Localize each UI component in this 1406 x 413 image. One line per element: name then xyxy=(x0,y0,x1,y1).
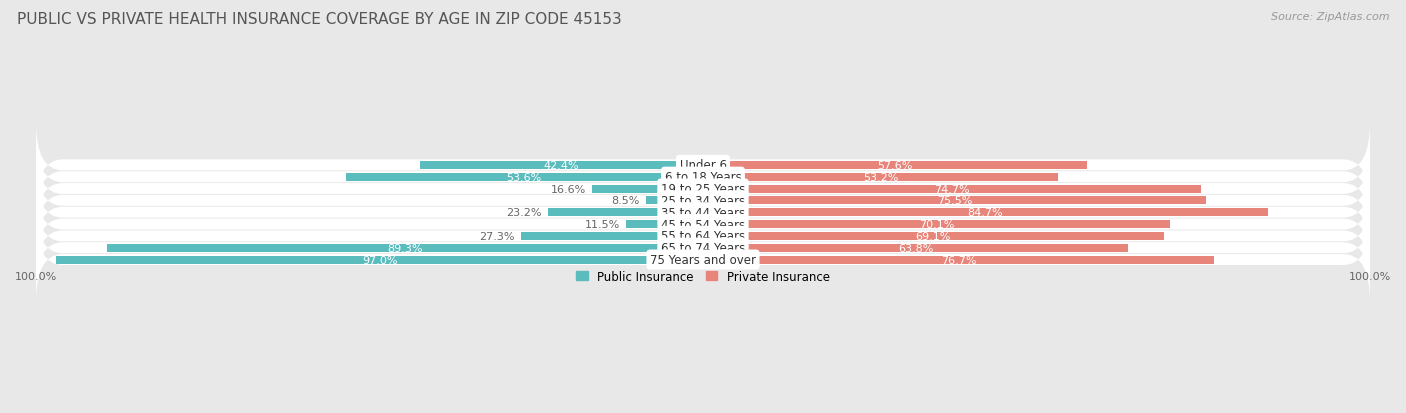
Bar xyxy=(703,221,1170,228)
Text: 23.2%: 23.2% xyxy=(506,208,541,218)
Text: 53.2%: 53.2% xyxy=(863,172,898,182)
Bar xyxy=(592,185,703,193)
Bar xyxy=(703,173,1057,181)
Text: Source: ZipAtlas.com: Source: ZipAtlas.com xyxy=(1271,12,1389,22)
Bar xyxy=(647,197,703,205)
Text: 6 to 18 Years: 6 to 18 Years xyxy=(665,171,741,184)
FancyBboxPatch shape xyxy=(37,147,1369,231)
Bar xyxy=(56,256,703,264)
Text: 16.6%: 16.6% xyxy=(550,184,586,194)
Bar xyxy=(703,244,1129,252)
Bar xyxy=(107,244,703,252)
Text: 63.8%: 63.8% xyxy=(898,243,934,253)
Text: 69.1%: 69.1% xyxy=(915,231,950,241)
FancyBboxPatch shape xyxy=(37,135,1369,219)
Bar xyxy=(703,185,1201,193)
Bar xyxy=(703,232,1164,240)
Text: 65 to 74 Years: 65 to 74 Years xyxy=(661,242,745,254)
Bar xyxy=(346,173,703,181)
Text: PUBLIC VS PRIVATE HEALTH INSURANCE COVERAGE BY AGE IN ZIP CODE 45153: PUBLIC VS PRIVATE HEALTH INSURANCE COVER… xyxy=(17,12,621,27)
Bar xyxy=(626,221,703,228)
Text: 8.5%: 8.5% xyxy=(612,196,640,206)
Text: 25 to 34 Years: 25 to 34 Years xyxy=(661,195,745,207)
Text: Under 6: Under 6 xyxy=(679,159,727,172)
Bar xyxy=(548,209,703,217)
Text: 42.4%: 42.4% xyxy=(544,161,579,171)
Bar xyxy=(703,161,1087,169)
Text: 35 to 44 Years: 35 to 44 Years xyxy=(661,206,745,219)
Text: 19 to 25 Years: 19 to 25 Years xyxy=(661,183,745,196)
Text: 84.7%: 84.7% xyxy=(967,208,1004,218)
Bar xyxy=(420,161,703,169)
Text: 45 to 54 Years: 45 to 54 Years xyxy=(661,218,745,231)
Text: 97.0%: 97.0% xyxy=(361,255,398,265)
Text: 70.1%: 70.1% xyxy=(920,220,955,230)
Bar xyxy=(522,232,703,240)
Legend: Public Insurance, Private Insurance: Public Insurance, Private Insurance xyxy=(576,271,830,283)
Text: 74.7%: 74.7% xyxy=(934,184,970,194)
Bar xyxy=(703,209,1268,217)
Text: 27.3%: 27.3% xyxy=(479,231,515,241)
FancyBboxPatch shape xyxy=(37,218,1369,302)
Text: 57.6%: 57.6% xyxy=(877,161,912,171)
Bar xyxy=(703,256,1215,264)
Bar xyxy=(703,197,1206,205)
Text: 11.5%: 11.5% xyxy=(585,220,620,230)
Text: 75.5%: 75.5% xyxy=(936,196,973,206)
FancyBboxPatch shape xyxy=(37,183,1369,266)
Text: 53.6%: 53.6% xyxy=(506,172,541,182)
FancyBboxPatch shape xyxy=(37,171,1369,254)
Text: 76.7%: 76.7% xyxy=(941,255,977,265)
FancyBboxPatch shape xyxy=(37,123,1369,207)
FancyBboxPatch shape xyxy=(37,206,1369,290)
Text: 89.3%: 89.3% xyxy=(388,243,423,253)
FancyBboxPatch shape xyxy=(37,159,1369,243)
FancyBboxPatch shape xyxy=(37,195,1369,278)
Text: 75 Years and over: 75 Years and over xyxy=(650,254,756,266)
Text: 55 to 64 Years: 55 to 64 Years xyxy=(661,230,745,243)
